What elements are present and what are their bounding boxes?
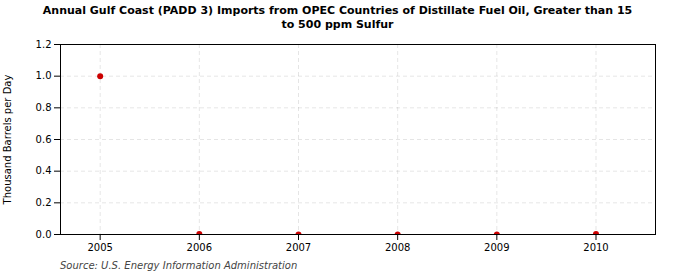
svg-text:2005: 2005 <box>87 241 112 252</box>
svg-text:2009: 2009 <box>484 241 509 252</box>
svg-text:0.4: 0.4 <box>36 165 52 176</box>
svg-text:2007: 2007 <box>286 241 311 252</box>
svg-text:0.6: 0.6 <box>36 133 52 144</box>
svg-text:2010: 2010 <box>583 241 608 252</box>
svg-text:2008: 2008 <box>385 241 410 252</box>
svg-text:0.0: 0.0 <box>36 228 52 239</box>
html-text:Annual Gulf Coast (PADD 3) Imp: Annual Gulf Coast (PADD 3) Imports from … <box>42 4 633 31</box>
svg-text:1.0: 1.0 <box>36 70 52 81</box>
svg-text:1.2: 1.2 <box>36 38 52 49</box>
html-text:Source: U.S. Energy Informatio: Source: U.S. Energy Information Administ… <box>60 259 298 271</box>
svg-text:0.8: 0.8 <box>36 102 52 113</box>
svg-text:2006: 2006 <box>187 241 212 252</box>
svg-text:Thousand Barrels per Day: Thousand Barrels per Day <box>2 74 13 205</box>
svg-text:0.2: 0.2 <box>36 197 52 208</box>
